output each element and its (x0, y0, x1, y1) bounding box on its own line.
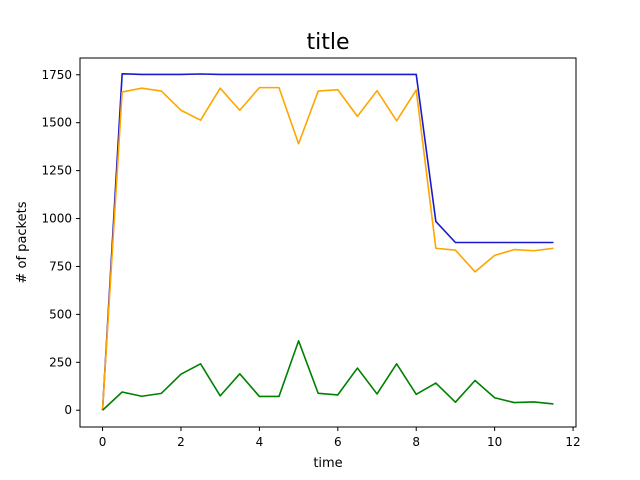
y-tick-label: 500 (49, 307, 72, 321)
y-axis-ticks: 0 250 500 750 1000 1250 1500 1750 (41, 68, 80, 417)
y-tick-label: 1500 (41, 116, 72, 130)
y-tick-label: 1250 (41, 164, 72, 178)
series-line-2 (101, 86, 554, 411)
y-tick-label: 1000 (41, 212, 72, 226)
x-tick-label: 0 (99, 435, 107, 449)
x-axis-label: time (313, 456, 342, 471)
y-tick-label: 750 (49, 259, 72, 273)
x-tick-label: 6 (334, 435, 342, 449)
x-tick-label: 10 (487, 435, 502, 449)
y-tick-label: 250 (49, 355, 72, 369)
plot-frame (79, 57, 577, 428)
y-tick-label: 1750 (41, 68, 72, 82)
x-tick-label: 12 (565, 435, 580, 449)
series-line-3 (102, 340, 554, 411)
y-tick-label: 0 (64, 403, 72, 417)
chart-title: title (306, 30, 349, 55)
x-axis-ticks: 0 2 4 6 8 10 12 (99, 427, 581, 449)
x-tick-label: 8 (412, 435, 420, 449)
y-axis-label: # of packets (15, 201, 30, 283)
x-tick-label: 2 (177, 435, 185, 449)
series-line-1 (101, 73, 554, 411)
series-layer (101, 73, 554, 411)
x-tick-label: 4 (256, 435, 264, 449)
